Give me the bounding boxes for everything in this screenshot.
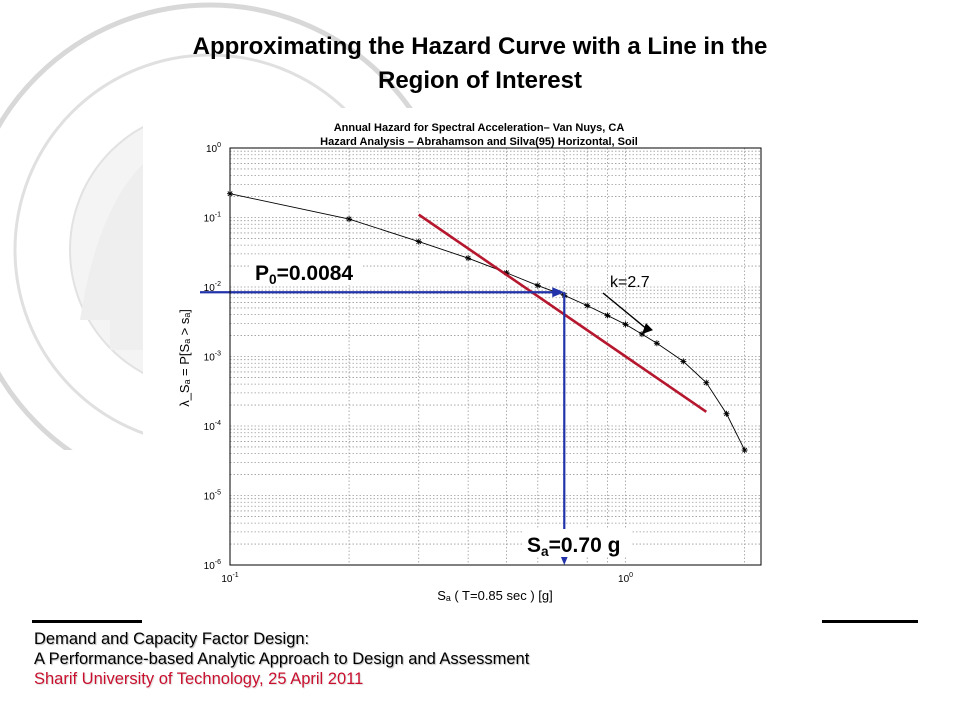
hazard-curve-marker: [584, 302, 591, 309]
slide-title: Approximating the Hazard Curve with a Li…: [80, 30, 880, 98]
footer-venue-date: Sharif University of Technology, 25 Apri…: [34, 670, 364, 688]
hazard-curve-marker: [415, 238, 422, 245]
y-tick-label: 10-5: [204, 490, 221, 503]
y-axis-label: λ_Sₐ = P[Sₐ > sₐ]: [177, 309, 192, 407]
footer-rule-right: [822, 620, 918, 623]
y-tick-label: 10-1: [204, 212, 221, 225]
slide-title-line-1: Approximating the Hazard Curve with a Li…: [192, 33, 768, 60]
y-tick-label: 10-6: [204, 559, 221, 572]
hazard-curve-marker: [503, 269, 510, 276]
y-tick-label: 10-2: [204, 281, 221, 294]
k-pointer-line: [602, 292, 648, 330]
x-tick-label: 100: [618, 572, 633, 585]
p0-arrowhead: [552, 287, 565, 298]
hazard-curve-marker: [346, 216, 353, 223]
chart-subtitle: Hazard Analysis – Abrahamson and Silva(9…: [320, 136, 638, 148]
hazard-curve-marker: [622, 321, 629, 328]
footer-rule-left: [32, 620, 142, 623]
x-axis-label: Sₐ ( T=0.85 sec ) [g]: [437, 588, 553, 603]
hazard-curve-marker: [680, 358, 687, 365]
plot-frame: [229, 147, 762, 566]
x-tick-label: 10-1: [221, 572, 238, 585]
hazard-curve-figure: Annual Hazard for Spectral Acceleration–…: [143, 108, 770, 623]
hazard-curve-marker: [723, 410, 730, 417]
sa-annotation: Sa=0.70 g: [527, 534, 620, 559]
k-pointer-arrowhead: [641, 323, 653, 335]
hazard-curve-marker: [604, 312, 611, 319]
chart-title: Annual Hazard for Spectral Acceleration–…: [334, 122, 625, 134]
y-tick-label: 10-3: [204, 351, 221, 364]
figure-background: [143, 108, 770, 623]
hazard-curve-marker: [741, 447, 748, 454]
hazard-curve-marker: [465, 255, 472, 262]
hazard-curve-marker: [653, 340, 660, 347]
y-tick-label: 10-4: [204, 420, 221, 433]
p0-label-background: [251, 259, 363, 285]
hazard-curve-marker: [534, 282, 541, 289]
k-annotation: k=2.7: [610, 274, 650, 291]
hazard-curve-line: [229, 193, 746, 451]
sa-label-background: [524, 529, 632, 557]
footer-course-subtitle: A Performance-based Analytic Approach to…: [34, 650, 530, 668]
footer-course-title: Demand and Capacity Factor Design:: [34, 630, 310, 648]
y-tick-label: 100: [206, 142, 221, 155]
p0-annotation: P0=0.0084: [255, 262, 353, 287]
fit-line: [417, 213, 708, 413]
hazard-curve-marker: [703, 379, 710, 386]
slide-title-line-2: Region of Interest: [377, 67, 582, 94]
footer: Demand and Capacity Factor Design: A Per…: [34, 629, 934, 689]
hazard-curve-marker: [638, 331, 645, 338]
